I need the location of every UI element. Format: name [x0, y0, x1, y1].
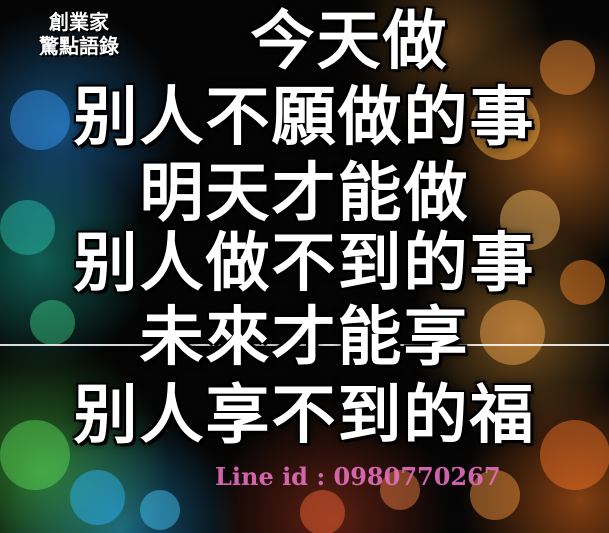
- quote-line-3: 明天才能做: [139, 157, 470, 231]
- brand-label: 創業家 驚點語錄: [24, 10, 134, 58]
- line-id-watermark: Line id : 0980770267: [215, 462, 501, 491]
- quote-line-6: 别人享不到的福: [73, 379, 536, 453]
- horizontal-rule: [0, 344, 609, 346]
- brand-line-1: 創業家: [49, 10, 109, 34]
- quote-line-4: 别人做不到的事: [73, 227, 536, 301]
- quote-line-5: 未來才能享: [139, 301, 470, 375]
- quote-line-2: 别人不願做的事: [73, 81, 536, 155]
- quote-line-1: 今天做: [250, 5, 449, 79]
- brand-line-2: 驚點語錄: [39, 34, 119, 58]
